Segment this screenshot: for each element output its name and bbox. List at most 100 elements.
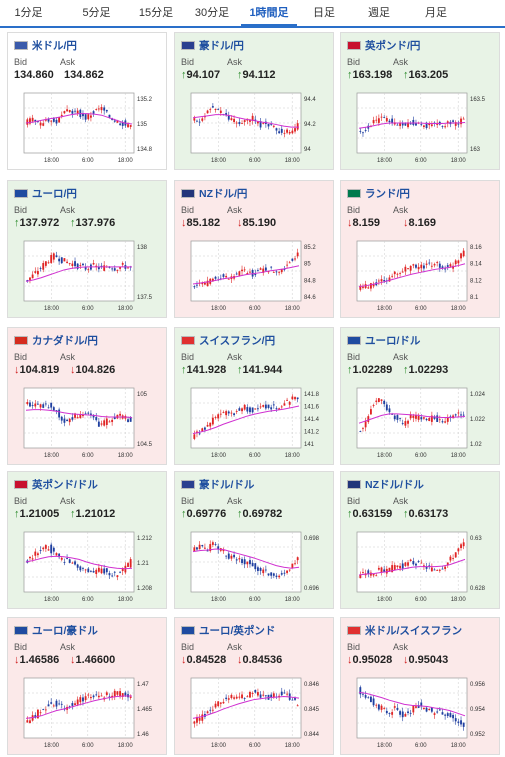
candle-body xyxy=(270,572,273,576)
rate-card[interactable]: NZドル/円 Bid Ask ↓85.182 ↓85.190 85.2 85 84.8 84.6… xyxy=(174,180,334,318)
candle-body xyxy=(100,265,103,267)
rate-card[interactable]: 英ポンド/円 Bid Ask ↑163.198 ↑163.205 163.5 163 18:0… xyxy=(340,32,500,170)
pair-name[interactable]: 米ドル/円 xyxy=(32,40,77,52)
candle-body xyxy=(219,110,222,113)
pair-name[interactable]: カナダドル/円 xyxy=(32,335,98,347)
rate-card[interactable]: 米ドル/円 Bid Ask 134.860 134.862 135.2 135 134.8 18… xyxy=(7,32,167,170)
rate-card[interactable]: 豪ドル/円 Bid Ask ↑94.107 ↑94.112 94.4 94.2 94 18:00… xyxy=(174,32,334,170)
y-tick-label: 8.1 xyxy=(470,295,479,301)
rate-card[interactable]: NZドル/ドル Bid Ask ↑0.63159 ↑0.63173 0.63 0.628 18… xyxy=(340,471,500,609)
candle-body xyxy=(251,407,254,413)
bid-label: Bid xyxy=(347,352,361,362)
candle-body xyxy=(217,701,220,707)
tab-4[interactable]: 1時間足 xyxy=(241,0,297,27)
tab-5[interactable]: 日足 xyxy=(313,7,335,19)
tab-2[interactable]: 15分足 xyxy=(138,7,174,19)
candle-body xyxy=(369,696,372,703)
candle-body xyxy=(63,418,66,423)
rate-card[interactable]: ユーロ/円 Bid Ask ↑137.972 ↑137.976 138 137.5 18:00… xyxy=(7,180,167,318)
pair-name[interactable]: ユーロ/ドル xyxy=(365,335,421,347)
candle-body xyxy=(388,408,391,413)
tab-6[interactable]: 週足 xyxy=(368,7,390,19)
candle-body xyxy=(441,421,444,423)
candle-body xyxy=(71,263,74,267)
tab-3[interactable]: 30分足 xyxy=(194,7,230,19)
pair-name[interactable]: 米ドル/スイスフラン xyxy=(365,625,463,637)
candle-body xyxy=(119,413,122,416)
candle-body xyxy=(217,109,220,110)
candle-body xyxy=(393,415,396,420)
rate-card[interactable]: 英ポンド/ドル Bid Ask ↑1.21005 ↑1.21012 1.212 1.21 1.… xyxy=(7,471,167,609)
candle-body xyxy=(428,708,431,711)
candle-body xyxy=(235,559,238,561)
candle-body xyxy=(243,120,246,122)
pair-name[interactable]: NZドル/ドル xyxy=(365,479,424,491)
candle-body xyxy=(84,114,87,120)
candle-body xyxy=(449,713,452,718)
candle-body xyxy=(377,118,380,123)
x-tick-label: 18:00 xyxy=(211,306,227,312)
candle-body xyxy=(127,124,129,128)
rate-card[interactable]: スイスフラン/円 Bid Ask ↑141.928 ↑141.944 141.8 141.6… xyxy=(174,327,334,465)
candle-body xyxy=(92,263,95,265)
rate-card[interactable]: ランド/円 Bid Ask ↓8.159 ↓8.169 8.16 8.14 8.12 8.1 18… xyxy=(340,180,500,318)
candle-body xyxy=(222,550,225,552)
candle-body xyxy=(44,119,47,121)
rate-card[interactable]: ユーロ/ドル Bid Ask ↑1.02289 ↑1.02293 1.024 1.022 1.… xyxy=(340,327,500,465)
candle-body xyxy=(47,407,50,409)
candle-body xyxy=(74,413,76,418)
pair-name[interactable]: 英ポンド/円 xyxy=(365,40,421,52)
pair-name[interactable]: 英ポンド/ドル xyxy=(32,479,98,491)
tab-0[interactable]: 1分足 xyxy=(14,7,43,19)
pair-name[interactable]: ユーロ/豪ドル xyxy=(32,625,98,637)
rate-card[interactable]: 豪ドル/ドル Bid Ask ↑0.69776 ↑0.69782 0.698 0.696 18… xyxy=(174,471,334,609)
ask-label: Ask xyxy=(227,496,243,506)
candle-body xyxy=(241,694,243,699)
pair-name[interactable]: ユーロ/円 xyxy=(32,188,77,200)
pair-name[interactable]: スイスフラン/円 xyxy=(199,335,276,347)
candle-body xyxy=(111,419,114,422)
candle-body xyxy=(50,544,53,554)
pair-name[interactable]: 豪ドル/ドル xyxy=(199,479,255,491)
candle-body xyxy=(280,691,283,696)
pair-name[interactable]: ランド/円 xyxy=(365,188,410,200)
tab-7[interactable]: 月足 xyxy=(425,7,447,19)
x-tick-label: 6:00 xyxy=(82,597,94,603)
x-tick-label: 18:00 xyxy=(377,306,393,312)
candle-body xyxy=(415,563,417,566)
candle-body xyxy=(108,267,111,268)
eu-flag-icon xyxy=(14,626,28,635)
pair-name[interactable]: NZドル/円 xyxy=(199,188,248,200)
moving-average-line xyxy=(192,696,300,719)
rate-card[interactable]: 米ドル/スイスフラン Bid Ask ↓0.95028 ↓0.95043 0.956 0.9… xyxy=(340,617,500,755)
candle-body xyxy=(95,569,98,575)
up-arrow-icon: ↑ xyxy=(70,508,76,520)
bid-label: Bid xyxy=(347,205,361,215)
candle-body xyxy=(259,406,262,408)
candle-body xyxy=(380,705,383,710)
rate-card[interactable]: ユーロ/英ポンド Bid Ask ↓0.84528 ↓0.84536 0.846 0.845… xyxy=(174,617,334,755)
candle-body xyxy=(222,412,225,413)
candle-body xyxy=(415,122,417,126)
pair-name[interactable]: ユーロ/英ポンド xyxy=(199,625,276,637)
candle-body xyxy=(238,558,241,560)
pair-name[interactable]: 豪ドル/円 xyxy=(199,40,244,52)
tab-1[interactable]: 5分足 xyxy=(82,7,111,19)
rate-card[interactable]: ユーロ/豪ドル Bid Ask ↓1.46586 ↓1.46600 1.47 1.465 1.… xyxy=(7,617,167,755)
mini-chart[interactable]: 8.168.148.128.118:00 6:00 18:00 xyxy=(347,237,495,315)
rate-card[interactable]: カナダドル/円 Bid Ask ↓104.819 ↓104.826 105 104.5 18:… xyxy=(7,327,167,465)
